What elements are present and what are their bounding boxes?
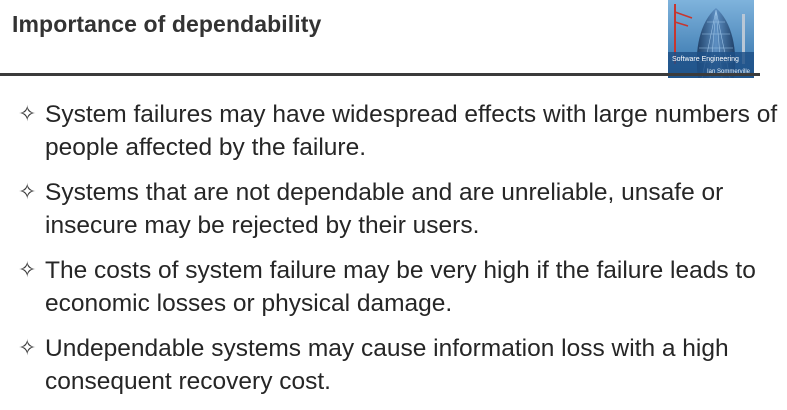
header-divider xyxy=(0,73,760,76)
four-pointed-star-icon: ✧ xyxy=(18,336,37,361)
cover-book-title: Software Engineering xyxy=(672,56,739,63)
bullet-text: Systems that are not dependable and are … xyxy=(45,179,724,239)
bullet-item: ✧ Undependable systems may cause informa… xyxy=(18,332,778,398)
bullet-list: ✧ System failures may have widespread ef… xyxy=(18,98,778,410)
bullet-text: Undependable systems may cause informati… xyxy=(45,335,729,395)
bullet-item: ✧ The costs of system failure may be ver… xyxy=(18,254,778,320)
slide-header: Importance of dependability xyxy=(0,0,787,80)
cover-author: Ian Sommerville xyxy=(706,69,750,75)
bullet-item: ✧ System failures may have widespread ef… xyxy=(18,98,778,164)
four-pointed-star-icon: ✧ xyxy=(18,258,37,283)
bullet-item: ✧ Systems that are not dependable and ar… xyxy=(18,176,778,242)
book-cover-artwork xyxy=(668,0,754,78)
bullet-text: System failures may have widespread effe… xyxy=(45,101,778,161)
four-pointed-star-icon: ✧ xyxy=(18,180,37,205)
book-cover-image: Software Engineering Ian Sommerville xyxy=(668,0,754,78)
bullet-text: The costs of system failure may be very … xyxy=(45,257,756,317)
four-pointed-star-icon: ✧ xyxy=(18,102,37,127)
slide-title: Importance of dependability xyxy=(12,11,322,37)
